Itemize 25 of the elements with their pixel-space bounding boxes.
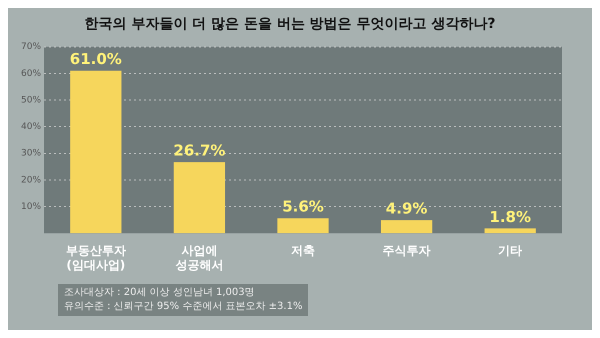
y-tick-label: 40% — [20, 122, 42, 132]
chart-title: 한국의 부자들이 더 많은 돈을 버는 방법은 무엇이라고 생각하나? — [84, 16, 496, 32]
y-tick-label: 30% — [20, 148, 42, 159]
x-tick-label: 기타 — [498, 244, 522, 258]
x-tick-label: 사업에 성공해서 — [175, 244, 224, 272]
y-tick-label: 60% — [20, 68, 42, 79]
bar — [174, 162, 226, 234]
text: 조사대상자 : 20세 이상 성인남녀 1,003명 — [64, 286, 256, 300]
y-tick-label: 70% — [20, 42, 42, 52]
y-tick-label: 50% — [20, 95, 42, 106]
data-label: 5.6% — [282, 198, 324, 216]
bar — [277, 218, 329, 234]
x-tick-label: 부동산투자 (임대사업) — [66, 244, 126, 272]
y-tick-label: 10% — [20, 202, 42, 212]
x-tick-label: 저축 — [291, 244, 315, 258]
y-tick-label: 20% — [20, 175, 42, 186]
x-tick-label: 주식투자 — [382, 244, 431, 258]
data-label: 26.7% — [173, 141, 226, 160]
bar — [70, 70, 122, 234]
bar — [380, 220, 432, 234]
bar — [484, 228, 536, 234]
text: 유의수준 : 신뢰구간 95% 수준에서 표본오차 ±3.1% — [64, 300, 302, 314]
data-label: 61.0% — [70, 50, 122, 68]
data-label: 4.9% — [386, 200, 428, 218]
data-label: 1.8% — [489, 208, 532, 226]
